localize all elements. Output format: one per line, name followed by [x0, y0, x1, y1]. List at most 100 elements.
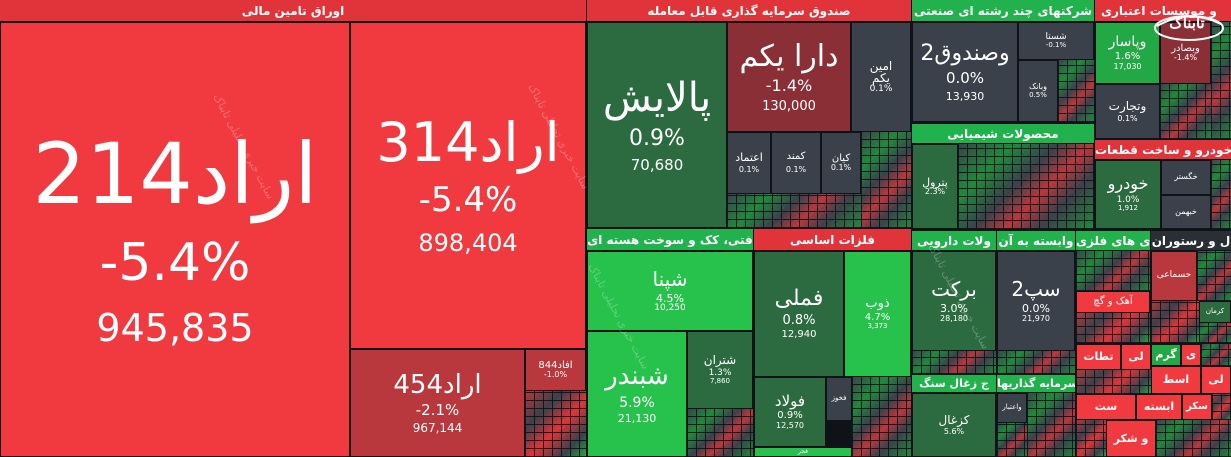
change: 2.3% [924, 187, 946, 197]
change: -5.4% [418, 180, 518, 221]
tile-fajr[interactable]: فجر [754, 447, 852, 457]
volume: 70,680 [630, 155, 684, 174]
small-tiles-mosaic [1211, 22, 1231, 139]
tile-kamand[interactable]: کمند 0.1% [771, 132, 821, 194]
change: 1.0% [1116, 195, 1140, 205]
tile-etemad[interactable]: اعتماد 0.1% [727, 132, 771, 194]
symbol: لی [1128, 350, 1144, 364]
volume: 21,130 [617, 412, 657, 426]
tile-vsadr[interactable]: وبصادر -1.4% [1160, 22, 1211, 84]
symbol: ست [1094, 400, 1118, 414]
tile-shepna[interactable]: شپنا 4.5% 10,250 [587, 251, 753, 331]
tile-hasmai[interactable]: حسماعی [1151, 251, 1197, 301]
tile-arad454[interactable]: اراد454 -2.1% 967,144 [350, 349, 525, 457]
tile-dara[interactable]: دارا یکم -1.4% 130,000 [727, 22, 851, 132]
tile-amin[interactable]: امین یکم 0.1% [851, 22, 911, 132]
small-tiles-mosaic [1201, 344, 1231, 366]
change: 5.6% [943, 427, 965, 437]
small-tiles-mosaic [997, 351, 1075, 374]
tile-ahak[interactable]: آهک و گچ [1076, 291, 1150, 313]
symbol: ذوب [865, 296, 890, 312]
small-tiles-mosaic [852, 377, 911, 457]
tile-vaezar[interactable]: واعتبار [997, 393, 1027, 423]
sector-daru: ولات دارویی برکت 3.0% 28,180 [912, 231, 996, 374]
sector-header: سرمایه گذاریها [997, 375, 1075, 393]
tile-small-r6[interactable]: لی [1201, 366, 1231, 394]
tile-small-r8[interactable]: ابسته [1136, 394, 1182, 420]
tile-afad844[interactable]: افاد844 -1.0% [525, 349, 586, 391]
sector-naft: فتی، کک و سوخت هسته ای شپنا 4.5% 10,250 … [587, 229, 753, 457]
change: 0.1% [738, 165, 760, 175]
tile-small-r1[interactable]: تطات [1076, 344, 1121, 370]
volume: 28,180 [940, 313, 968, 323]
tile-small-r7[interactable]: ست [1076, 394, 1136, 420]
small-tiles-mosaic [525, 391, 586, 457]
sector-header: فتی، کک و سوخت هسته ای [587, 229, 753, 251]
small-tiles-mosaic [1212, 394, 1231, 420]
symbol: سکر [1186, 400, 1208, 412]
tile-kerman[interactable]: کرمان [1199, 301, 1231, 323]
tile-zob[interactable]: ذوب 4.7% 3,373 [844, 251, 911, 377]
symbol: فملی [774, 286, 824, 312]
tile-small-r10[interactable]: و شکر [1106, 420, 1156, 457]
tile-sep2[interactable]: سپ2 0.0% 21,970 [997, 251, 1075, 351]
tile-kian[interactable]: کیان 0.1% [821, 132, 861, 194]
tile-khbahman[interactable]: خبهمن [1161, 195, 1211, 229]
tile-small-r4[interactable]: ی [1181, 344, 1201, 366]
sector-sandoq: صندوق سرمایه گذاری قابل معامله پالایش 0.… [587, 0, 911, 228]
volume: 21,970 [1022, 313, 1050, 323]
tile-vbank[interactable]: وبانک 0.5% [1018, 60, 1058, 122]
volume: 898,404 [418, 229, 518, 258]
sector-header: اوراق تامین مالی [0, 0, 586, 22]
tile-small-r3[interactable]: گرم [1151, 344, 1181, 366]
symbol: تطات [1083, 350, 1114, 364]
tile-arad214[interactable]: اراد214 -5.4% 945,835 [0, 22, 350, 457]
tile-fameli[interactable]: فملی 0.8% 12,940 [754, 251, 844, 377]
tile-khgostar[interactable]: خگستر [1161, 160, 1211, 195]
sector-header: ولات دارویی [912, 231, 996, 251]
tile-khodro[interactable]: خودرو 1.0% 1,912 [1095, 160, 1161, 229]
tile-vpasar[interactable]: وپاسار 1.6% 17,030 [1095, 22, 1160, 84]
sector-header: شرکتهای چند رشته ای صنعتی [912, 0, 1094, 22]
tile-vsandoq[interactable]: وصندوق2 0.0% 13,930 [912, 22, 1018, 122]
volume: 12,570 [776, 420, 804, 430]
sector-haml: ل و رستوران حسماعی کرمان [1151, 231, 1231, 343]
volume: 17,030 [1113, 61, 1142, 71]
symbol: اراد314 [376, 110, 560, 174]
tile-palaysh[interactable]: پالایش 0.9% 70,680 [587, 22, 727, 228]
tile-arad314[interactable]: اراد314 -5.4% 898,404 [350, 22, 586, 349]
tile-vtjart[interactable]: وتجارت 0.1% [1095, 84, 1160, 139]
volume: 967,144 [412, 420, 463, 435]
tile-small-r2[interactable]: لی [1121, 344, 1151, 370]
symbol-line2: یکم [872, 71, 890, 86]
symbol: فولاد [774, 391, 806, 410]
volume: 10,250 [654, 303, 686, 314]
change: 0.1% [869, 83, 893, 94]
sector-felezi: ی های فلزی آهک و گچ [1076, 231, 1150, 343]
tile-petrol[interactable]: پترول 2.3% [912, 144, 958, 229]
tile-kzghal[interactable]: کزغال 5.6% [912, 393, 996, 457]
tile-small-r5[interactable]: اسط [1151, 366, 1201, 394]
volume: 7,860 [709, 377, 731, 386]
small-tiles-mosaic [1151, 301, 1199, 343]
tile-foolad[interactable]: فولاد 0.9% 12,570 [754, 377, 826, 447]
tile-barkat[interactable]: برکت 3.0% 28,180 [912, 251, 996, 351]
tile-shbandar[interactable]: شبندر 5.9% 21,130 [587, 331, 687, 457]
change: 1.3% [708, 367, 732, 378]
symbol: حسماعی [1156, 270, 1192, 281]
change: 0.1% [830, 163, 852, 173]
change: 4.5% [656, 291, 684, 305]
tile-fkhooz[interactable]: فخوز [826, 377, 852, 421]
small-tiles-mosaic [958, 144, 1094, 229]
change: 0.0% [1022, 302, 1050, 316]
change: -2.1% [415, 400, 460, 419]
tile-shasta[interactable]: شستا -0.1% [1018, 22, 1094, 60]
change: 3.0% [940, 302, 968, 316]
symbol: وبانک [1029, 82, 1047, 92]
small-tiles-mosaic [1027, 393, 1075, 457]
tile-small-r9[interactable]: سکر [1182, 394, 1212, 420]
tile-shtran[interactable]: شتران 1.3% 7,860 [687, 331, 753, 409]
symbol: وبصادر [1171, 42, 1200, 54]
change: -1.0% [543, 370, 568, 380]
symbol: افاد844 [538, 359, 573, 371]
